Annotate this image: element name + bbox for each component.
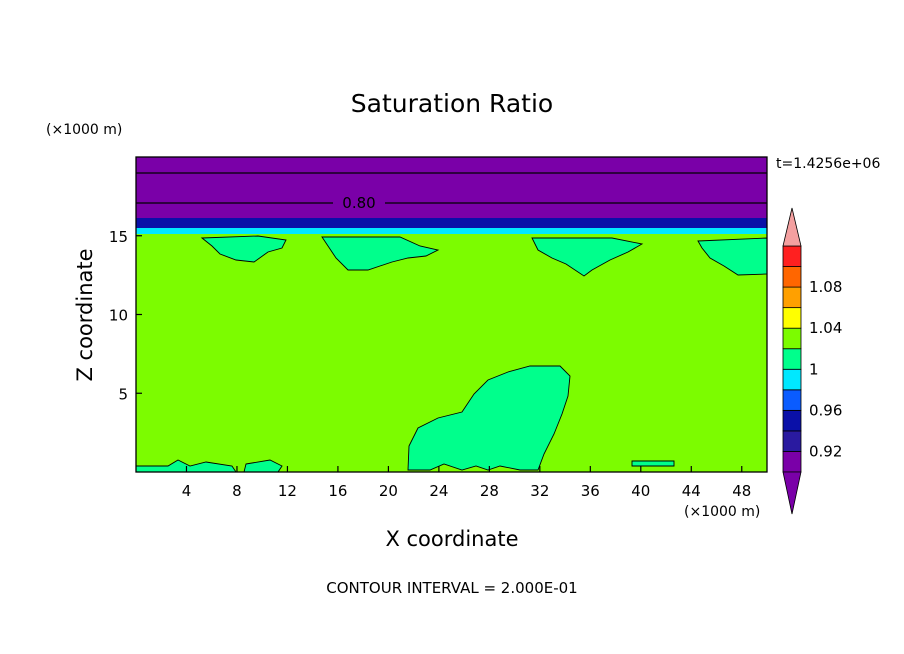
colorbar-swatch (782, 451, 802, 473)
y-tick-label: 10 (109, 307, 128, 325)
colorbar-tick-label: 1.04 (809, 319, 842, 337)
colorbar-under-arrow (782, 471, 802, 515)
x-tick-label: 16 (328, 482, 347, 500)
cloud-patch-large (407, 365, 571, 471)
colorbar-swatch (782, 307, 802, 329)
cloud-patch-bottom-3 (631, 460, 675, 467)
x-tick-label: 8 (232, 482, 242, 500)
colorbar-swatch (782, 286, 802, 309)
cloud-patch-upper-3 (531, 237, 644, 277)
x-axis-ticks: 4 8 12 16 20 24 28 32 36 40 44 48 (182, 466, 751, 500)
x-tick-label: 40 (631, 482, 650, 500)
field-cyan-band (136, 228, 767, 234)
colorbar-swatch (782, 368, 802, 391)
x-axis-unit: (×1000 m) (684, 504, 760, 520)
x-tick-label: 48 (732, 482, 751, 500)
colorbar-tick-label: 0.92 (809, 442, 842, 460)
y-tick-label: 15 (109, 228, 128, 246)
y-axis-label: Z coordinate (73, 248, 97, 381)
colorbar-swatch (782, 266, 802, 288)
y-tick-label: 5 (118, 385, 128, 403)
colorbar-tick-label: 1.08 (809, 278, 842, 296)
plot-area: 0.80 (135, 156, 768, 473)
colorbar-swatch (782, 327, 802, 350)
x-axis-label: X coordinate (385, 527, 518, 551)
contour-lines (136, 172, 767, 204)
x-tick-label: 12 (278, 482, 297, 500)
colorbar-tick-label: 1 (809, 360, 819, 378)
cloud-patches (135, 235, 768, 473)
colorbar-swatch (782, 348, 802, 370)
x-tick-label: 28 (480, 482, 499, 500)
x-tick-label: 20 (379, 482, 398, 500)
contour-label-0-80: 0.80 (342, 194, 375, 212)
y-axis-ticks: 5 10 15 (109, 228, 142, 403)
x-tick-label: 36 (581, 482, 600, 500)
cloud-patch-upper-2 (321, 236, 440, 271)
x-tick-label: 24 (429, 482, 448, 500)
x-tick-label: 4 (182, 482, 192, 500)
field-upper-layer (136, 157, 767, 219)
cloud-patch-bottom-2 (243, 459, 283, 473)
colorbar-tick-label: 0.96 (809, 401, 842, 419)
colorbar-swatch (782, 245, 802, 267)
colorbar-swatch (782, 409, 802, 432)
contour-interval-footer: CONTOUR INTERVAL = 2.000E-01 (326, 579, 577, 597)
colorbar: 0.92 0.96 1 1.04 1.08 (782, 207, 842, 515)
colorbar-over-arrow (782, 207, 802, 247)
colorbar-swatch (782, 430, 802, 452)
colorbar-swatch (782, 389, 802, 411)
chart-title: Saturation Ratio (351, 89, 553, 118)
y-axis-unit: (×1000 m) (46, 122, 122, 138)
time-label: t=1.4256e+06 (776, 156, 880, 172)
x-tick-label: 44 (682, 482, 701, 500)
cloud-patch-upper-1 (200, 235, 287, 263)
field-blue-band (136, 218, 767, 228)
x-tick-label: 32 (530, 482, 549, 500)
